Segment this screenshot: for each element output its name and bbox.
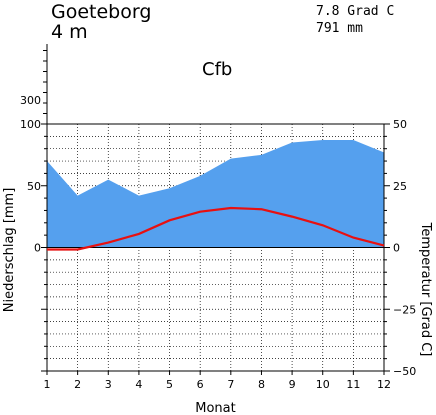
x-tick-label: 5 — [166, 378, 173, 391]
x-tick-label: 4 — [135, 378, 142, 391]
y-axis-label: Niederschlag [mm] — [2, 188, 17, 313]
annual-precipitation: 791 mm — [316, 21, 363, 36]
x-axis-label: Monat — [195, 401, 235, 415]
x-tick-label: 8 — [258, 378, 265, 391]
y-tick-label: 50 — [27, 180, 41, 193]
x-tick-label: 11 — [346, 378, 360, 391]
x-tick-label: 3 — [105, 378, 112, 391]
x-tick-label: 7 — [227, 378, 234, 391]
y2-tick-label: −50 — [393, 365, 416, 378]
y2-tick-label: −25 — [393, 303, 416, 316]
y-tick-label-upper: 300 — [20, 94, 41, 107]
x-tick-label: 10 — [316, 378, 330, 391]
temperature-line — [47, 206, 385, 251]
y2-tick-label: 50 — [393, 118, 407, 131]
annual-temperature: 7.8 Grad C — [316, 4, 395, 19]
y2-tick-label: 25 — [393, 180, 407, 193]
x-tick-label: 12 — [377, 378, 391, 391]
x-tick-label: 2 — [74, 378, 81, 391]
x-tick-label: 6 — [197, 378, 204, 391]
station-name: Goeteborg — [51, 1, 152, 23]
x-tick-label: 9 — [289, 378, 296, 391]
y2-axis-label: Temperatur [Grad C] — [418, 222, 433, 357]
axis-ticks — [41, 50, 390, 375]
y-tick-label: 0 — [34, 242, 41, 255]
x-tick-label: 1 — [44, 378, 51, 391]
y-tick-label: 100 — [20, 118, 41, 131]
precipitation-area — [47, 140, 384, 248]
y2-tick-label: 0 — [393, 242, 400, 255]
station-elevation: 4 m — [51, 21, 88, 43]
climate-class: Cfb — [202, 59, 233, 80]
